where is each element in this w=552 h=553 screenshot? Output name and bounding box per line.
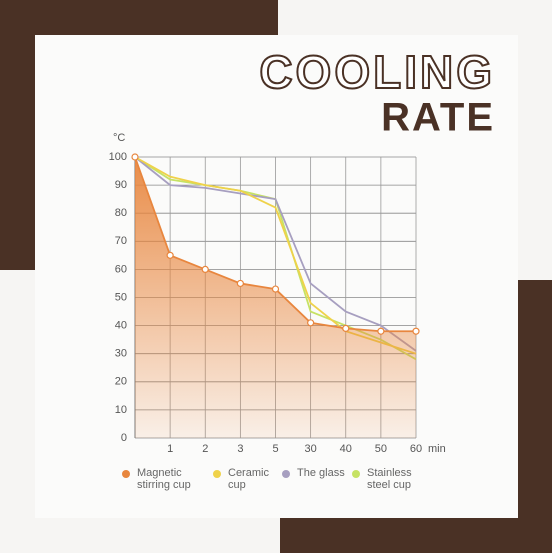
x-tick-label: 1 xyxy=(167,443,173,455)
marker xyxy=(131,153,139,161)
title: RATE xyxy=(381,96,495,140)
area xyxy=(135,157,416,438)
legend-item: The glass xyxy=(282,467,352,479)
x-unit: min xyxy=(428,443,446,455)
y-axis-label: °C xyxy=(113,132,125,144)
legend-item: Magnetic stirring cup xyxy=(122,467,202,491)
marker xyxy=(307,319,315,327)
y-tick-label: 80 xyxy=(115,207,127,219)
legend-label: Ceramic cup xyxy=(228,467,269,491)
frame xyxy=(0,0,278,35)
legend-item: Stainless steel cup xyxy=(352,467,417,491)
marker xyxy=(166,251,174,259)
legend-swatch xyxy=(282,470,290,478)
frame xyxy=(518,280,552,553)
y-tick-label: 90 xyxy=(115,179,127,191)
legend-label: Magnetic stirring cup xyxy=(137,467,191,491)
frame xyxy=(280,518,552,553)
y-tick-label: 40 xyxy=(115,320,127,332)
legend-label: The glass xyxy=(297,467,345,479)
y-tick-label: 30 xyxy=(115,348,127,360)
x-tick-label: 5 xyxy=(272,443,278,455)
x-tick-label: 30 xyxy=(305,443,317,455)
y-tick-label: 100 xyxy=(109,151,127,163)
line xyxy=(134,156,417,352)
x-tick-label: 50 xyxy=(375,443,387,455)
y-tick-label: 10 xyxy=(115,404,127,416)
x-tick-label: 60 xyxy=(410,443,422,455)
legend-label: Stainless steel cup xyxy=(367,467,412,491)
legend-item: Ceramic cup xyxy=(213,467,269,491)
x-tick-label: 40 xyxy=(340,443,352,455)
marker xyxy=(342,324,350,333)
frame xyxy=(0,0,35,270)
y-tick-label: 20 xyxy=(115,376,127,388)
marker xyxy=(271,285,280,293)
title: COOLING xyxy=(259,46,495,98)
legend-swatch xyxy=(122,470,130,478)
legend-swatch xyxy=(213,470,221,478)
marker xyxy=(377,327,385,335)
y-tick-label: 0 xyxy=(121,432,127,444)
y-tick-label: 70 xyxy=(115,235,127,247)
marker xyxy=(412,327,420,335)
marker xyxy=(201,265,209,273)
x-tick-label: 3 xyxy=(237,443,243,455)
y-tick-label: 60 xyxy=(115,263,127,275)
legend-swatch xyxy=(352,470,360,478)
x-tick-label: 2 xyxy=(202,443,208,455)
y-tick-label: 50 xyxy=(115,291,127,303)
marker xyxy=(236,279,244,288)
